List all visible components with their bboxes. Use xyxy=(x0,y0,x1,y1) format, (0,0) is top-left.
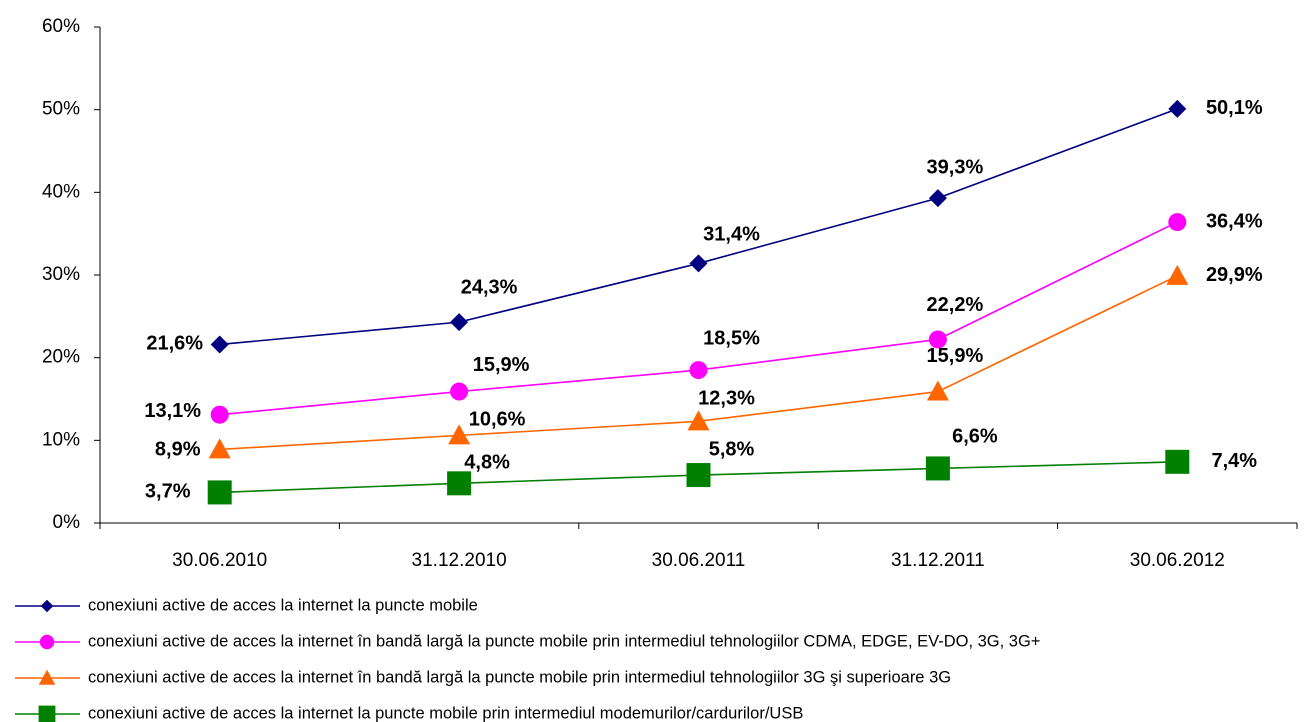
data-point xyxy=(207,480,232,505)
data-label: 8,9% xyxy=(155,439,201,461)
data-label: 50,1% xyxy=(1206,97,1263,119)
data-point xyxy=(687,410,710,431)
data-point xyxy=(1168,99,1187,118)
legend-marker xyxy=(39,634,55,650)
data-point xyxy=(447,471,472,496)
y-tick-label: 10% xyxy=(42,429,80,450)
x-tick-label: 31.12.2011 xyxy=(891,550,985,571)
data-label: 15,9% xyxy=(473,354,530,376)
legend-label: conexiuni active de acces la internet în… xyxy=(88,668,951,686)
data-label: 22,2% xyxy=(927,294,984,316)
data-point xyxy=(686,463,711,488)
data-label: 6,6% xyxy=(952,426,998,448)
data-point xyxy=(928,189,947,208)
data-point xyxy=(689,361,708,380)
data-point xyxy=(450,313,469,332)
legend-label: conexiuni active de acces la internet în… xyxy=(88,632,1040,650)
data-label: 4,8% xyxy=(464,452,510,474)
data-label: 31,4% xyxy=(703,224,760,246)
data-label: 21,6% xyxy=(146,333,203,355)
data-point xyxy=(926,380,949,401)
data-label: 29,9% xyxy=(1206,264,1263,286)
data-point xyxy=(689,254,708,273)
data-label: 3,7% xyxy=(145,481,191,503)
legend-label: conexiuni active de acces la internet la… xyxy=(88,596,478,614)
y-tick-label: 60% xyxy=(42,16,80,37)
x-tick-label: 30.06.2010 xyxy=(172,550,267,571)
legend-marker xyxy=(38,669,56,685)
data-point xyxy=(450,382,469,401)
y-tick-label: 40% xyxy=(42,181,80,202)
series-line xyxy=(219,108,1178,346)
legend-marker xyxy=(38,705,56,722)
y-tick-label: 30% xyxy=(42,264,80,285)
data-point xyxy=(925,456,950,481)
x-tick-label: 30.06.2012 xyxy=(1130,550,1225,571)
data-label: 39,3% xyxy=(927,156,984,178)
data-label: 15,9% xyxy=(927,345,984,367)
y-tick-label: 0% xyxy=(53,512,81,533)
data-label: 24,3% xyxy=(461,276,518,298)
legend-marker xyxy=(40,599,54,613)
data-label: 13,1% xyxy=(144,400,201,422)
data-label: 36,4% xyxy=(1206,210,1263,232)
data-point xyxy=(928,330,947,349)
data-point xyxy=(1166,264,1189,285)
y-tick-label: 50% xyxy=(42,99,80,120)
x-tick-label: 30.06.2011 xyxy=(652,550,746,571)
data-label: 12,3% xyxy=(698,388,755,410)
data-point xyxy=(448,424,471,445)
data-label: 5,8% xyxy=(709,438,755,460)
data-point xyxy=(210,405,229,424)
y-tick-label: 20% xyxy=(42,347,80,368)
data-point xyxy=(208,438,231,459)
data-label: 10,6% xyxy=(469,409,526,431)
series-line xyxy=(219,221,1178,416)
legend-label: conexiuni active de acces la internet la… xyxy=(88,704,803,722)
x-tick-label: 31.12.2010 xyxy=(412,550,507,571)
data-point xyxy=(210,335,229,354)
data-point xyxy=(1165,449,1190,474)
data-point xyxy=(1168,213,1187,232)
data-label: 18,5% xyxy=(703,327,760,349)
data-label: 7,4% xyxy=(1212,450,1258,472)
